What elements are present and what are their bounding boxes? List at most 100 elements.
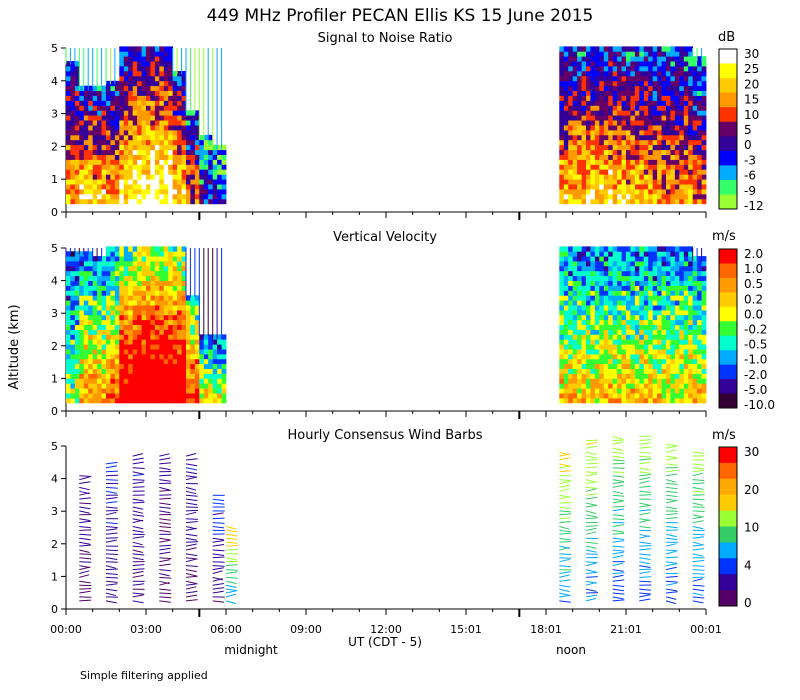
heatmap-cell <box>639 309 645 316</box>
heatmap-cell <box>568 324 573 330</box>
heatmap-cell <box>648 130 653 136</box>
heatmap-cell <box>217 159 222 165</box>
heatmap-cell <box>670 344 676 350</box>
heatmap-cell <box>146 398 151 404</box>
colorbar-label: 4 <box>744 558 752 572</box>
heatmap-cell <box>119 174 125 180</box>
heatmap-cell <box>177 71 182 77</box>
heatmap-cell <box>168 75 173 82</box>
heatmap-cell <box>114 270 120 277</box>
wind-barb <box>225 571 238 574</box>
heatmap-cell <box>603 280 609 286</box>
heatmap-cell <box>106 261 111 267</box>
heatmap-cell <box>666 130 671 136</box>
heatmap-cell <box>199 339 205 345</box>
heatmap-cell <box>639 368 645 374</box>
heatmap-cell <box>177 290 182 296</box>
heatmap-cell <box>617 71 622 77</box>
heatmap-cell <box>617 265 622 272</box>
heatmap-cell <box>190 110 196 116</box>
heatmap-cell <box>106 378 111 384</box>
heatmap-cell <box>626 358 631 365</box>
chart-title: 449 MHz Profiler PECAN Ellis KS 15 June … <box>207 6 594 26</box>
heatmap-cell <box>577 358 582 365</box>
heatmap-cell <box>221 368 227 374</box>
heatmap-cell <box>563 90 569 96</box>
heatmap-cell <box>621 388 627 394</box>
heatmap-cell <box>88 184 93 190</box>
heatmap-cell <box>199 134 205 141</box>
heatmap-cell <box>114 358 120 365</box>
heatmap-cell <box>590 378 596 384</box>
heatmap-cell <box>146 120 151 126</box>
heatmap-cell <box>168 251 173 257</box>
heatmap-cell <box>630 309 636 316</box>
heatmap-cell <box>617 198 622 205</box>
heatmap-cell <box>683 256 689 262</box>
heatmap-cell <box>612 300 618 306</box>
heatmap-cell <box>670 285 676 291</box>
heatmap-cell <box>163 246 169 252</box>
heatmap-cell <box>74 90 80 96</box>
heatmap-cell <box>181 353 187 360</box>
heatmap-cell <box>612 265 618 272</box>
heatmap-cell <box>106 353 111 360</box>
heatmap-cell <box>203 383 209 389</box>
heatmap-cell <box>568 334 573 340</box>
heatmap-cell <box>612 363 618 369</box>
heatmap-cell <box>559 349 565 355</box>
heatmap-cell <box>608 305 613 311</box>
colorbar-segment <box>719 78 737 94</box>
heatmap-cell <box>603 358 609 365</box>
heatmap-cell <box>683 388 689 394</box>
heatmap-cell <box>181 344 187 350</box>
heatmap-cell <box>657 251 662 257</box>
heatmap-cell <box>137 265 142 272</box>
heatmap-cell <box>208 184 213 190</box>
heatmap-cell <box>163 154 169 160</box>
heatmap-cell <box>199 388 205 394</box>
heatmap-cell <box>630 100 636 106</box>
heatmap-cell <box>106 275 111 281</box>
heatmap-cell <box>168 169 173 175</box>
heatmap-cell <box>101 324 107 330</box>
heatmap-cell <box>666 265 671 272</box>
wind-barb <box>692 510 705 512</box>
heatmap-cell <box>212 159 218 165</box>
heatmap-cell <box>119 149 125 155</box>
heatmap-cell <box>608 56 613 62</box>
heatmap-cell <box>190 120 196 126</box>
heatmap-cell <box>599 363 605 369</box>
heatmap-cell <box>594 100 600 106</box>
heatmap-cell <box>634 154 640 160</box>
heatmap-cell <box>168 358 173 365</box>
heatmap-cell <box>97 300 102 306</box>
heatmap-cell <box>163 280 169 286</box>
heatmap-cell <box>674 295 680 301</box>
heatmap-cell <box>132 349 138 355</box>
heatmap-cell <box>608 349 613 355</box>
heatmap-cell <box>594 194 600 200</box>
heatmap-cell <box>92 358 98 365</box>
heatmap-cell <box>208 349 213 355</box>
heatmap-cell <box>612 270 618 277</box>
heatmap-cell <box>194 144 200 151</box>
heatmap-cell <box>670 174 676 180</box>
heatmap-cell <box>701 319 707 325</box>
heatmap-cell <box>110 90 116 96</box>
heatmap-cell <box>577 115 582 121</box>
heatmap-cell <box>643 174 649 180</box>
wind-barb <box>639 568 652 571</box>
heatmap-cell <box>679 363 685 369</box>
heatmap-cell <box>568 305 573 311</box>
heatmap-cell <box>221 159 227 165</box>
heatmap-cell <box>146 139 151 146</box>
heatmap-cell <box>114 194 120 200</box>
heatmap-cell <box>141 353 147 360</box>
heatmap-cell <box>643 363 649 369</box>
heatmap-cell <box>666 120 671 126</box>
heatmap-cell <box>168 324 173 330</box>
heatmap-cell <box>221 358 227 365</box>
heatmap-cell <box>612 139 618 146</box>
heatmap-cell <box>150 149 156 155</box>
